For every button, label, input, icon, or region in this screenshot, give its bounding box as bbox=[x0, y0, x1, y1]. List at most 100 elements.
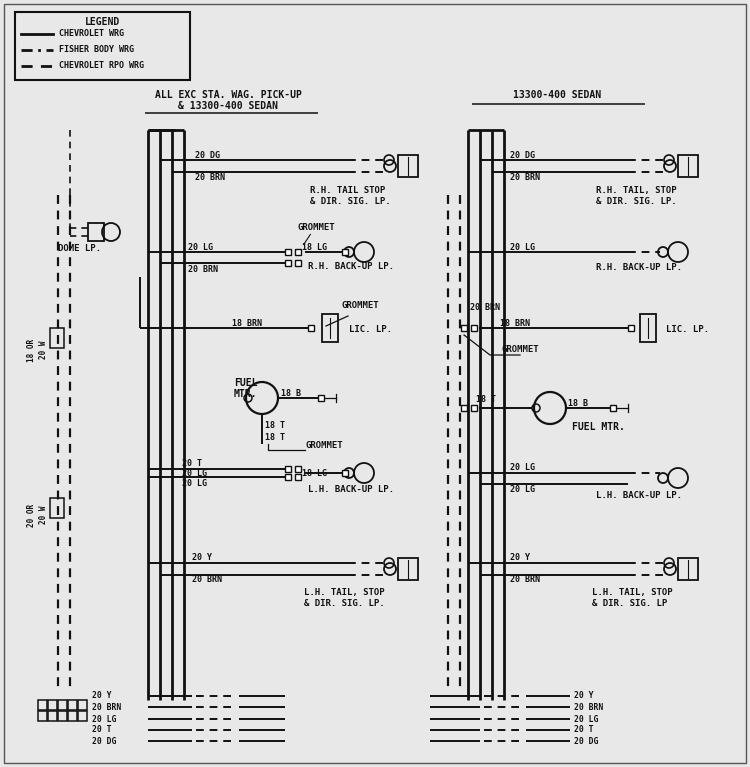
Text: 18 OR: 18 OR bbox=[28, 338, 37, 361]
Text: 20 Y: 20 Y bbox=[192, 554, 212, 562]
Text: 20 LG: 20 LG bbox=[574, 715, 598, 723]
Text: & 13300-400 SEDAN: & 13300-400 SEDAN bbox=[178, 101, 278, 111]
Text: & DIR. SIG. LP.: & DIR. SIG. LP. bbox=[304, 599, 385, 608]
Text: 18 LG: 18 LG bbox=[302, 242, 327, 252]
Text: 20 BRN: 20 BRN bbox=[574, 703, 603, 712]
Bar bbox=[295, 249, 301, 255]
Text: 20 DG: 20 DG bbox=[510, 150, 535, 160]
Text: 13300-400 SEDAN: 13300-400 SEDAN bbox=[513, 90, 601, 100]
Text: GROMMET: GROMMET bbox=[502, 345, 540, 354]
Text: 18 B: 18 B bbox=[568, 399, 588, 407]
Text: 20 BRN: 20 BRN bbox=[195, 173, 225, 182]
Text: 20 BRN: 20 BRN bbox=[188, 265, 218, 274]
Bar bbox=[628, 325, 634, 331]
Bar bbox=[461, 405, 467, 411]
Text: 20 BRN: 20 BRN bbox=[192, 575, 222, 584]
Text: 20 T: 20 T bbox=[182, 459, 202, 469]
Bar bbox=[48, 711, 57, 721]
Text: R.H. BACK-UP LP.: R.H. BACK-UP LP. bbox=[596, 263, 682, 272]
Text: 20 DG: 20 DG bbox=[92, 736, 116, 746]
Text: 18 B: 18 B bbox=[281, 389, 301, 397]
Text: CHEVROLET WRG: CHEVROLET WRG bbox=[59, 29, 124, 38]
Text: L.H. BACK-UP LP.: L.H. BACK-UP LP. bbox=[596, 491, 682, 500]
Text: 20 W: 20 W bbox=[40, 341, 49, 359]
Text: 18 BRN: 18 BRN bbox=[500, 318, 530, 328]
Text: 20 Y: 20 Y bbox=[574, 692, 593, 700]
Bar bbox=[15, 12, 190, 80]
Text: & DIR. SIG. LP: & DIR. SIG. LP bbox=[592, 599, 668, 608]
Text: 20 LG: 20 LG bbox=[182, 479, 207, 489]
Text: 20 BRN: 20 BRN bbox=[510, 575, 540, 584]
Bar bbox=[342, 249, 348, 255]
Bar bbox=[88, 223, 104, 241]
Bar bbox=[68, 700, 77, 710]
Text: GROMMET: GROMMET bbox=[298, 223, 336, 232]
Text: CHEVROLET RPO WRG: CHEVROLET RPO WRG bbox=[59, 61, 144, 71]
Bar bbox=[285, 249, 291, 255]
Text: & DIR. SIG. LP.: & DIR. SIG. LP. bbox=[310, 197, 391, 206]
Text: 18 T: 18 T bbox=[265, 422, 285, 430]
Bar bbox=[461, 325, 467, 331]
Text: L.H. TAIL, STOP: L.H. TAIL, STOP bbox=[304, 588, 385, 597]
Bar bbox=[68, 711, 77, 721]
Text: 20 LG: 20 LG bbox=[182, 469, 207, 479]
Bar bbox=[295, 466, 301, 472]
Bar bbox=[38, 711, 47, 721]
Text: 20 DG: 20 DG bbox=[574, 736, 598, 746]
Bar bbox=[58, 711, 67, 721]
Bar bbox=[50, 498, 64, 518]
Text: 20 LG: 20 LG bbox=[510, 463, 535, 472]
Text: L.H. TAIL, STOP: L.H. TAIL, STOP bbox=[592, 588, 673, 597]
Bar bbox=[398, 558, 418, 580]
Text: 18 LG: 18 LG bbox=[302, 469, 327, 478]
Bar bbox=[678, 558, 698, 580]
Bar bbox=[471, 405, 477, 411]
Text: LIC. LP.: LIC. LP. bbox=[666, 325, 709, 334]
Bar bbox=[610, 405, 616, 411]
Text: LIC. LP.: LIC. LP. bbox=[349, 325, 392, 334]
Text: R.H. BACK-UP LP.: R.H. BACK-UP LP. bbox=[308, 262, 394, 271]
Bar bbox=[471, 325, 477, 331]
Bar bbox=[640, 314, 656, 342]
Bar bbox=[295, 260, 301, 266]
Text: 18 T: 18 T bbox=[476, 396, 496, 404]
Text: GROMMET: GROMMET bbox=[305, 441, 343, 450]
Text: 20 Y: 20 Y bbox=[92, 692, 112, 700]
Bar bbox=[50, 328, 64, 348]
Text: LEGEND: LEGEND bbox=[85, 17, 120, 27]
Bar bbox=[78, 700, 87, 710]
Text: 20 Y: 20 Y bbox=[510, 554, 530, 562]
Text: R.H. TAIL, STOP: R.H. TAIL, STOP bbox=[596, 186, 676, 195]
Bar bbox=[78, 711, 87, 721]
Text: 20 OR: 20 OR bbox=[28, 503, 37, 527]
Text: 20 DG: 20 DG bbox=[195, 150, 220, 160]
Text: ALL EXC STA. WAG. PICK-UP: ALL EXC STA. WAG. PICK-UP bbox=[154, 90, 302, 100]
Bar bbox=[48, 700, 57, 710]
Bar bbox=[285, 466, 291, 472]
Text: DOME LP.: DOME LP. bbox=[58, 244, 101, 253]
Bar bbox=[398, 155, 418, 177]
Bar bbox=[58, 700, 67, 710]
Text: 20 LG: 20 LG bbox=[188, 242, 213, 252]
Text: FUEL: FUEL bbox=[234, 378, 257, 388]
Bar bbox=[318, 395, 324, 401]
Text: FISHER BODY WRG: FISHER BODY WRG bbox=[59, 45, 134, 54]
Text: 18 T: 18 T bbox=[265, 433, 285, 443]
Bar bbox=[285, 474, 291, 480]
Text: 20 T: 20 T bbox=[92, 726, 112, 735]
Text: FUEL MTR.: FUEL MTR. bbox=[572, 422, 625, 432]
Text: 20 LG: 20 LG bbox=[510, 242, 535, 252]
Text: 20 BRN: 20 BRN bbox=[470, 304, 500, 312]
Bar bbox=[38, 700, 47, 710]
Text: 20 W: 20 W bbox=[40, 505, 49, 525]
Text: GROMMET: GROMMET bbox=[342, 301, 380, 310]
Bar bbox=[322, 314, 338, 342]
Text: MTR.: MTR. bbox=[234, 389, 257, 399]
Bar bbox=[295, 474, 301, 480]
Text: L.H. BACK-UP LP.: L.H. BACK-UP LP. bbox=[308, 485, 394, 494]
Text: 20 BRN: 20 BRN bbox=[510, 173, 540, 182]
Bar bbox=[285, 260, 291, 266]
Text: 20 LG: 20 LG bbox=[92, 715, 116, 723]
Text: & DIR. SIG. LP.: & DIR. SIG. LP. bbox=[596, 197, 676, 206]
Bar bbox=[342, 470, 348, 476]
